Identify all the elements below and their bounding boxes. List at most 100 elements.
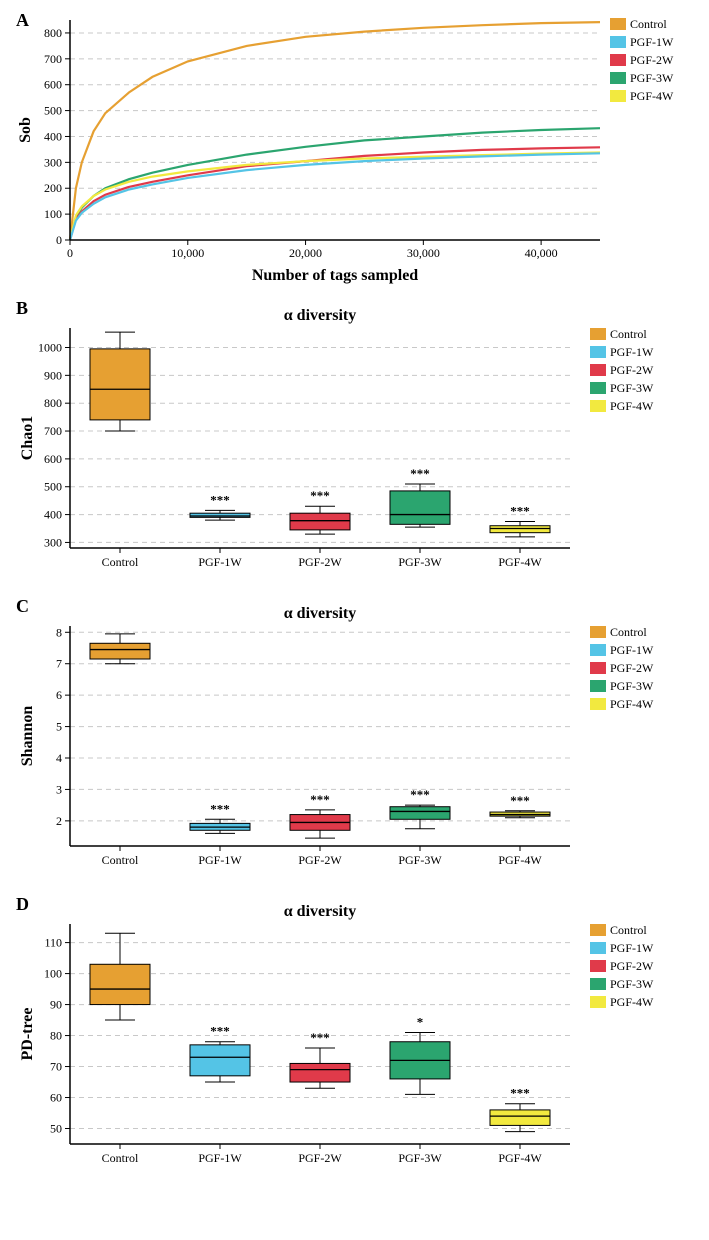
- panel-c-letter: C: [16, 596, 29, 617]
- svg-text:Control: Control: [102, 555, 139, 569]
- svg-text:900: 900: [44, 368, 62, 382]
- svg-text:600: 600: [44, 452, 62, 466]
- svg-text:70: 70: [50, 1060, 62, 1074]
- svg-text:PGF-3W: PGF-3W: [610, 977, 654, 991]
- svg-text:*: *: [417, 1014, 424, 1029]
- svg-text:PGF-3W: PGF-3W: [398, 1151, 442, 1165]
- svg-text:110: 110: [44, 936, 62, 950]
- panel-d: D α diversity**********5060708090100110C…: [10, 894, 699, 1184]
- svg-text:PGF-2W: PGF-2W: [298, 853, 342, 867]
- svg-text:Control: Control: [610, 327, 647, 341]
- svg-text:α diversity: α diversity: [284, 605, 356, 622]
- svg-text:100: 100: [44, 207, 62, 221]
- panel-b-letter: B: [16, 298, 28, 319]
- svg-text:PGF-2W: PGF-2W: [610, 661, 654, 675]
- svg-text:Control: Control: [610, 625, 647, 639]
- svg-text:300: 300: [44, 155, 62, 169]
- svg-text:***: ***: [410, 787, 430, 802]
- svg-text:PGF-4W: PGF-4W: [498, 555, 542, 569]
- svg-text:***: ***: [310, 1030, 330, 1045]
- svg-text:***: ***: [310, 792, 330, 807]
- svg-text:50: 50: [50, 1122, 62, 1136]
- svg-text:PGF-2W: PGF-2W: [630, 53, 674, 67]
- svg-text:PGF-2W: PGF-2W: [610, 959, 654, 973]
- panel-b: B α diversity *** *** *** *** 300 400 500 600 700…: [10, 298, 699, 588]
- svg-text:90: 90: [50, 998, 62, 1012]
- svg-text:400: 400: [44, 129, 62, 143]
- svg-text:30,000: 30,000: [407, 246, 440, 260]
- svg-text:0: 0: [56, 233, 62, 247]
- svg-text:***: ***: [310, 488, 330, 503]
- svg-text:500: 500: [44, 480, 62, 494]
- svg-text:1000: 1000: [38, 340, 62, 354]
- svg-text:Sob: Sob: [17, 117, 34, 143]
- svg-text:PGF-4W: PGF-4W: [498, 1151, 542, 1165]
- svg-text:PGF-1W: PGF-1W: [610, 941, 654, 955]
- svg-text:PGF-4W: PGF-4W: [498, 853, 542, 867]
- svg-text:***: ***: [210, 492, 230, 507]
- chao1-boxplot: α diversity *** *** *** *** 300 400 500 600 700 80…: [10, 298, 699, 588]
- svg-text:2: 2: [56, 814, 62, 828]
- svg-text:α diversity: α diversity: [284, 307, 356, 324]
- svg-text:Control: Control: [102, 1151, 139, 1165]
- svg-text:Chao1: Chao1: [19, 416, 36, 460]
- svg-text:PGF-1W: PGF-1W: [198, 853, 242, 867]
- svg-text:800: 800: [44, 396, 62, 410]
- svg-text:PGF-2W: PGF-2W: [298, 1151, 342, 1165]
- svg-text:Control: Control: [102, 853, 139, 867]
- svg-text:10,000: 10,000: [171, 246, 204, 260]
- svg-text:***: ***: [510, 1086, 530, 1101]
- svg-text:PGF-1W: PGF-1W: [610, 643, 654, 657]
- svg-text:8: 8: [56, 625, 62, 639]
- svg-text:Number of tags sampled: Number of tags sampled: [252, 267, 418, 284]
- svg-text:PGF-1W: PGF-1W: [610, 345, 654, 359]
- svg-text:PGF-4W: PGF-4W: [610, 399, 654, 413]
- svg-text:PGF-3W: PGF-3W: [630, 71, 674, 85]
- svg-text:60: 60: [50, 1091, 62, 1105]
- svg-text:700: 700: [44, 52, 62, 66]
- panel-a-letter: A: [16, 10, 29, 31]
- rarefaction-chart: 010,00020,00030,00040,000010020030040050…: [10, 10, 699, 290]
- svg-text:PGF-2W: PGF-2W: [298, 555, 342, 569]
- svg-text:***: ***: [210, 1024, 230, 1039]
- svg-text:20,000: 20,000: [289, 246, 322, 260]
- svg-text:500: 500: [44, 104, 62, 118]
- svg-text:40,000: 40,000: [525, 246, 558, 260]
- svg-text:400: 400: [44, 508, 62, 522]
- panel-d-letter: D: [16, 894, 29, 915]
- svg-text:5: 5: [56, 720, 62, 734]
- svg-text:800: 800: [44, 26, 62, 40]
- svg-text:Control: Control: [630, 17, 667, 31]
- svg-text:***: ***: [510, 793, 530, 808]
- svg-text:Shannon: Shannon: [19, 706, 36, 767]
- panel-a: A 010,00020,00030,00040,0000100200300400…: [10, 10, 699, 290]
- svg-text:6: 6: [56, 688, 62, 702]
- svg-text:PGF-3W: PGF-3W: [398, 853, 442, 867]
- svg-text:300: 300: [44, 535, 62, 549]
- svg-text:PGF-3W: PGF-3W: [398, 555, 442, 569]
- svg-text:PGF-4W: PGF-4W: [610, 995, 654, 1009]
- svg-text:100: 100: [44, 967, 62, 981]
- svg-text:***: ***: [210, 801, 230, 816]
- svg-text:PGF-1W: PGF-1W: [198, 1151, 242, 1165]
- pdtree-boxplot: α diversity**********5060708090100110Con…: [10, 894, 699, 1184]
- svg-text:α diversity: α diversity: [284, 903, 356, 920]
- svg-text:PGF-3W: PGF-3W: [610, 679, 654, 693]
- svg-text:3: 3: [56, 782, 62, 796]
- svg-text:PGF-1W: PGF-1W: [630, 35, 674, 49]
- svg-text:7: 7: [56, 657, 62, 671]
- svg-text:600: 600: [44, 78, 62, 92]
- svg-text:PGF-3W: PGF-3W: [610, 381, 654, 395]
- svg-text:PGF-2W: PGF-2W: [610, 363, 654, 377]
- svg-text:200: 200: [44, 181, 62, 195]
- svg-text:***: ***: [510, 504, 530, 519]
- svg-text:PD-tree: PD-tree: [19, 1008, 36, 1061]
- svg-text:Control: Control: [610, 923, 647, 937]
- svg-text:80: 80: [50, 1029, 62, 1043]
- shannon-boxplot: α diversity *** *** *** *** 2 3 4 5 6 7 8 Control PGF…: [10, 596, 699, 886]
- svg-text:4: 4: [56, 751, 62, 765]
- svg-text:700: 700: [44, 424, 62, 438]
- svg-text:***: ***: [410, 466, 430, 481]
- svg-text:PGF-4W: PGF-4W: [630, 89, 674, 103]
- svg-text:PGF-4W: PGF-4W: [610, 697, 654, 711]
